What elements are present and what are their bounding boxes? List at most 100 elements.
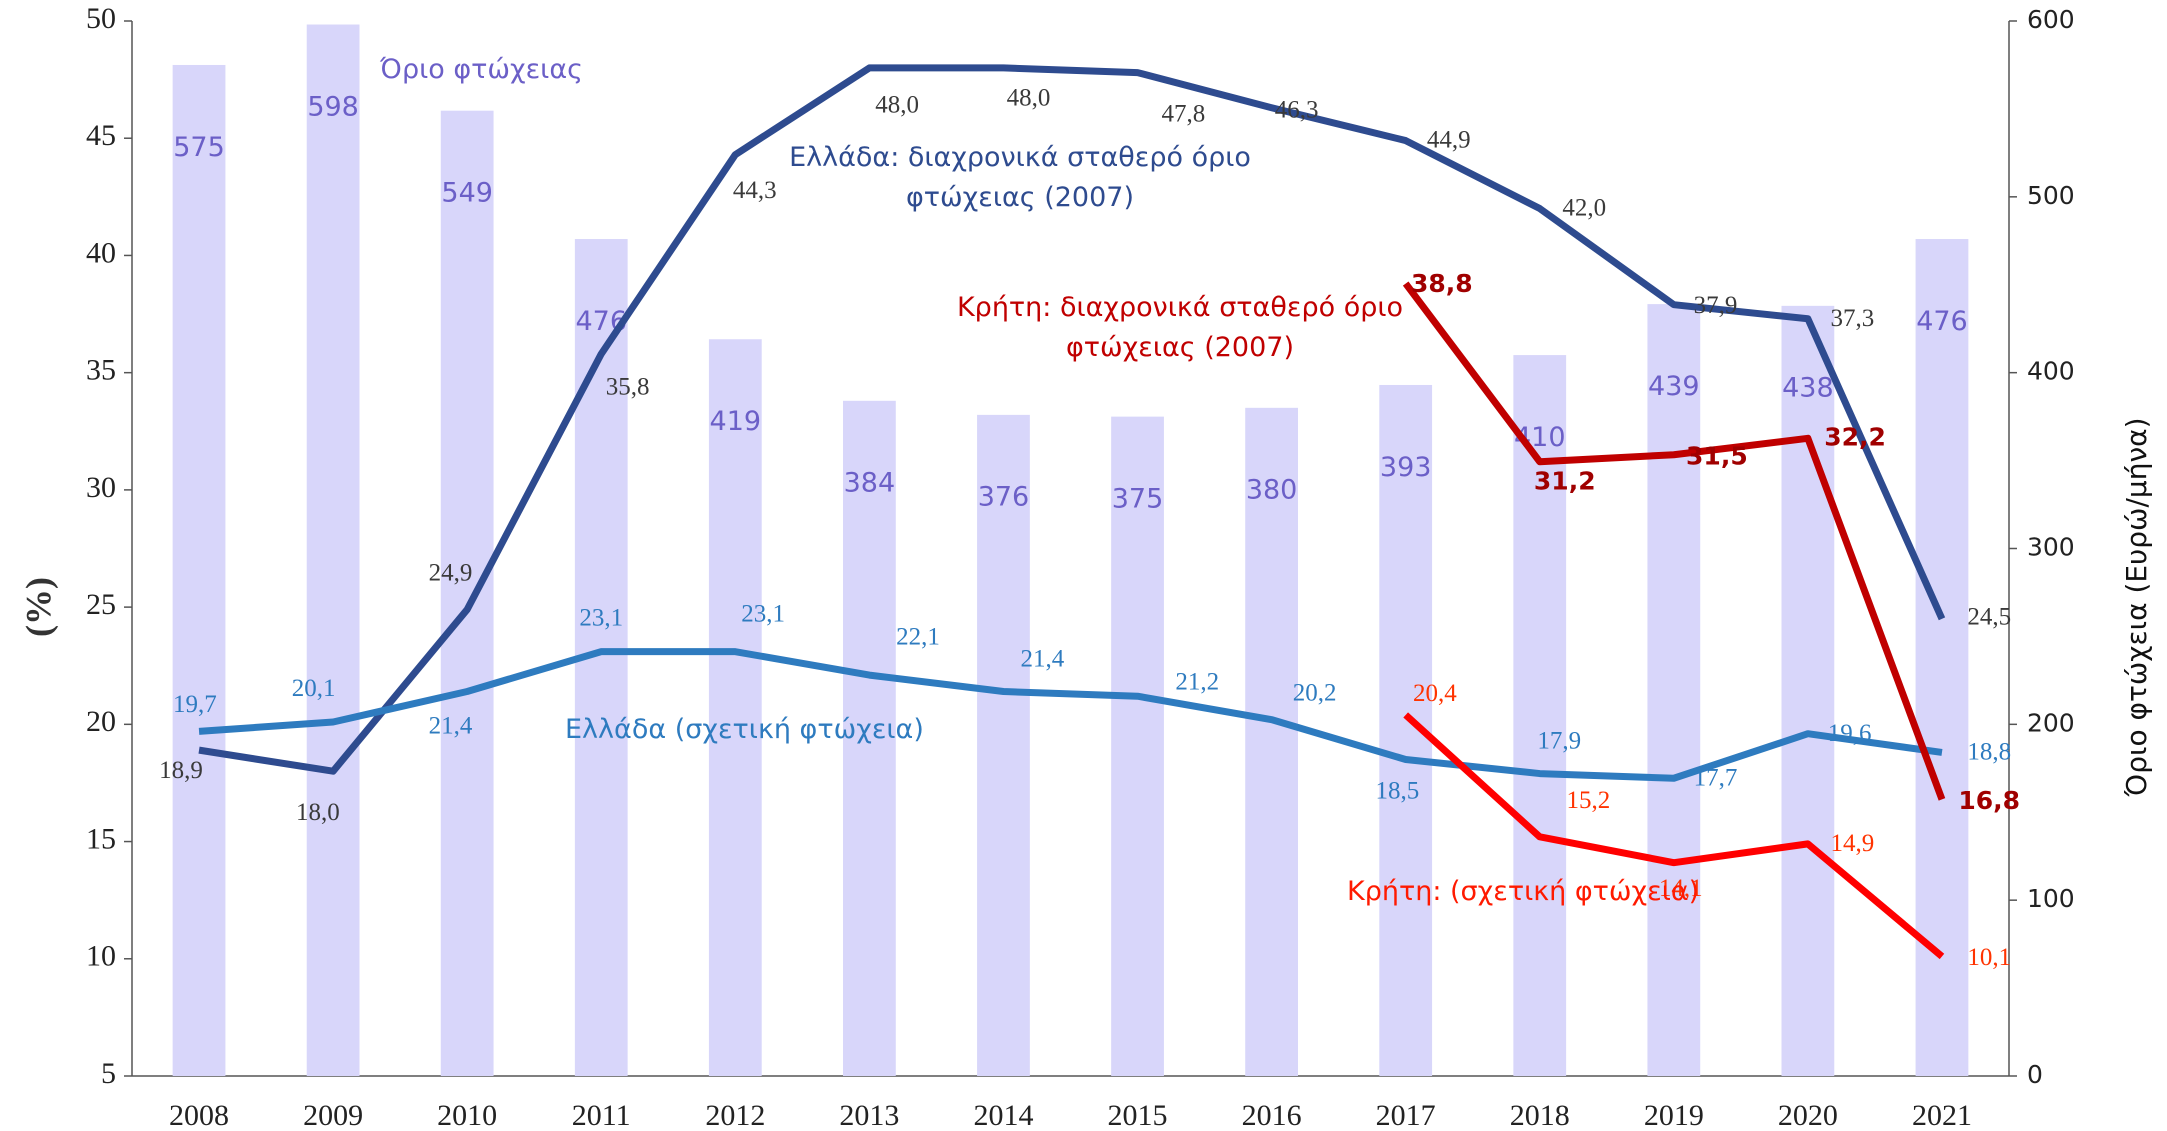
bar-label: 380 <box>1246 475 1298 506</box>
data-label: 42,0 <box>1562 195 1606 222</box>
data-label: 31,5 <box>1686 442 1748 471</box>
y2-tick-label: 0 <box>2027 1060 2043 1089</box>
data-label: 18,9 <box>159 757 203 784</box>
y-tick-label: 30 <box>86 471 116 504</box>
data-label: 48,0 <box>1007 85 1051 112</box>
data-label: 19,7 <box>173 691 217 718</box>
y-axis-title: (%) <box>18 577 58 637</box>
data-label: 15,2 <box>1566 787 1610 814</box>
x-tick-label: 2018 <box>1510 1099 1570 1131</box>
bar-label: 393 <box>1380 452 1432 483</box>
data-label: 18,8 <box>1967 739 2011 766</box>
y-tick-label: 35 <box>86 354 116 387</box>
data-label: 14,1 <box>1659 875 1703 902</box>
y-tick-label: 10 <box>86 940 116 973</box>
bar <box>977 414 1030 1076</box>
data-label: 20,2 <box>1293 679 1337 706</box>
data-label: 16,8 <box>1958 786 2020 815</box>
bar <box>1915 239 1969 1077</box>
bar-series-label: Όριο φτώχειας <box>380 54 583 85</box>
data-label: 48,0 <box>875 92 919 119</box>
x-tick-label: 2009 <box>303 1099 363 1131</box>
data-label: 24,5 <box>1967 604 2011 631</box>
y-tick-label: 20 <box>86 705 116 738</box>
y2-tick-label: 300 <box>2027 533 2075 562</box>
y2-tick-label: 200 <box>2027 708 2075 737</box>
x-tick-label: 2012 <box>705 1099 765 1131</box>
data-label: 37,3 <box>1830 305 1874 332</box>
data-label: 18,0 <box>296 799 340 826</box>
data-label: 46,3 <box>1275 97 1319 124</box>
y2-tick-label: 400 <box>2027 357 2075 386</box>
series-label: Ελλάδα (σχετική φτώχεια) <box>565 714 924 745</box>
bar-label: 375 <box>1112 483 1164 514</box>
bar-label: 476 <box>1916 306 1968 337</box>
bar <box>1513 355 1567 1076</box>
data-label: 17,9 <box>1537 728 1581 755</box>
data-label: 44,3 <box>733 177 777 204</box>
x-tick-label: 2010 <box>437 1099 497 1131</box>
data-label: 23,1 <box>579 604 623 631</box>
data-label: 31,2 <box>1534 467 1596 496</box>
x-tick-label: 2016 <box>1242 1099 1302 1131</box>
x-tick-label: 2021 <box>1912 1099 1972 1131</box>
y-tick-label: 50 <box>86 2 116 35</box>
data-label: 37,9 <box>1694 292 1738 319</box>
y-tick-label: 5 <box>101 1057 116 1090</box>
series-label: Ελλάδα: διαχρονικά σταθερό όριο φτώχειας… <box>789 142 1251 213</box>
y-tick-label: 40 <box>86 236 116 269</box>
x-tick-label: 2013 <box>839 1099 899 1131</box>
data-label: 38,8 <box>1411 269 1473 298</box>
y2-tick-label: 100 <box>2027 884 2075 913</box>
data-label: 32,2 <box>1824 422 1886 451</box>
line <box>198 648 1943 782</box>
data-label: 21,4 <box>429 712 473 739</box>
bar-label: 549 <box>441 178 493 209</box>
line <box>198 64 1946 775</box>
x-tick-label: 2019 <box>1644 1099 1704 1131</box>
data-label: 18,5 <box>1375 778 1419 805</box>
series-label: Κρήτη: διαχρονικά σταθερό όριο φτώχειας … <box>956 292 1404 363</box>
bar <box>843 400 896 1076</box>
bar <box>172 64 226 1077</box>
x-tick-label: 2008 <box>169 1099 229 1131</box>
data-label: 20,1 <box>292 675 336 702</box>
y-tick-label: 45 <box>86 119 116 152</box>
y-tick-label: 15 <box>86 822 116 855</box>
bar <box>306 24 360 1076</box>
bar <box>1781 305 1835 1077</box>
y2-tick-label: 500 <box>2027 181 2075 210</box>
bar <box>440 110 494 1077</box>
data-label: 21,2 <box>1175 668 1219 695</box>
data-label: 35,8 <box>606 373 650 400</box>
data-label: 44,9 <box>1427 127 1471 154</box>
bar-label: 575 <box>173 132 225 163</box>
x-tick-label: 2011 <box>572 1099 631 1131</box>
bar <box>1111 416 1164 1076</box>
bar-label: 376 <box>978 482 1030 513</box>
bar-label: 384 <box>844 468 896 499</box>
data-label: 22,1 <box>896 624 940 651</box>
bar-label: 439 <box>1648 371 1700 402</box>
bar <box>708 339 762 1077</box>
y2-axis-title: Όριο φτώχεια (Ευρώ/μήνα) <box>2120 418 2153 798</box>
y-tick-label: 25 <box>86 588 116 621</box>
y2-tick-label: 600 <box>2027 5 2075 34</box>
line <box>1402 281 1946 801</box>
data-label: 10,1 <box>1967 944 2011 971</box>
data-label: 17,7 <box>1694 764 1738 791</box>
series-label: Κρήτη: (σχετική φτώχεια) <box>1347 876 1700 907</box>
data-label: 20,4 <box>1413 680 1457 707</box>
bar <box>1245 407 1298 1076</box>
data-label: 24,9 <box>429 559 473 586</box>
x-tick-label: 2017 <box>1376 1099 1436 1131</box>
x-tick-label: 2014 <box>973 1099 1033 1131</box>
bar-label: 598 <box>307 91 359 122</box>
bar-label: 438 <box>1782 373 1834 404</box>
data-label: 47,8 <box>1161 100 1205 127</box>
bar-label: 419 <box>710 406 762 437</box>
x-tick-label: 2015 <box>1108 1099 1168 1131</box>
data-label: 14,9 <box>1830 830 1874 857</box>
